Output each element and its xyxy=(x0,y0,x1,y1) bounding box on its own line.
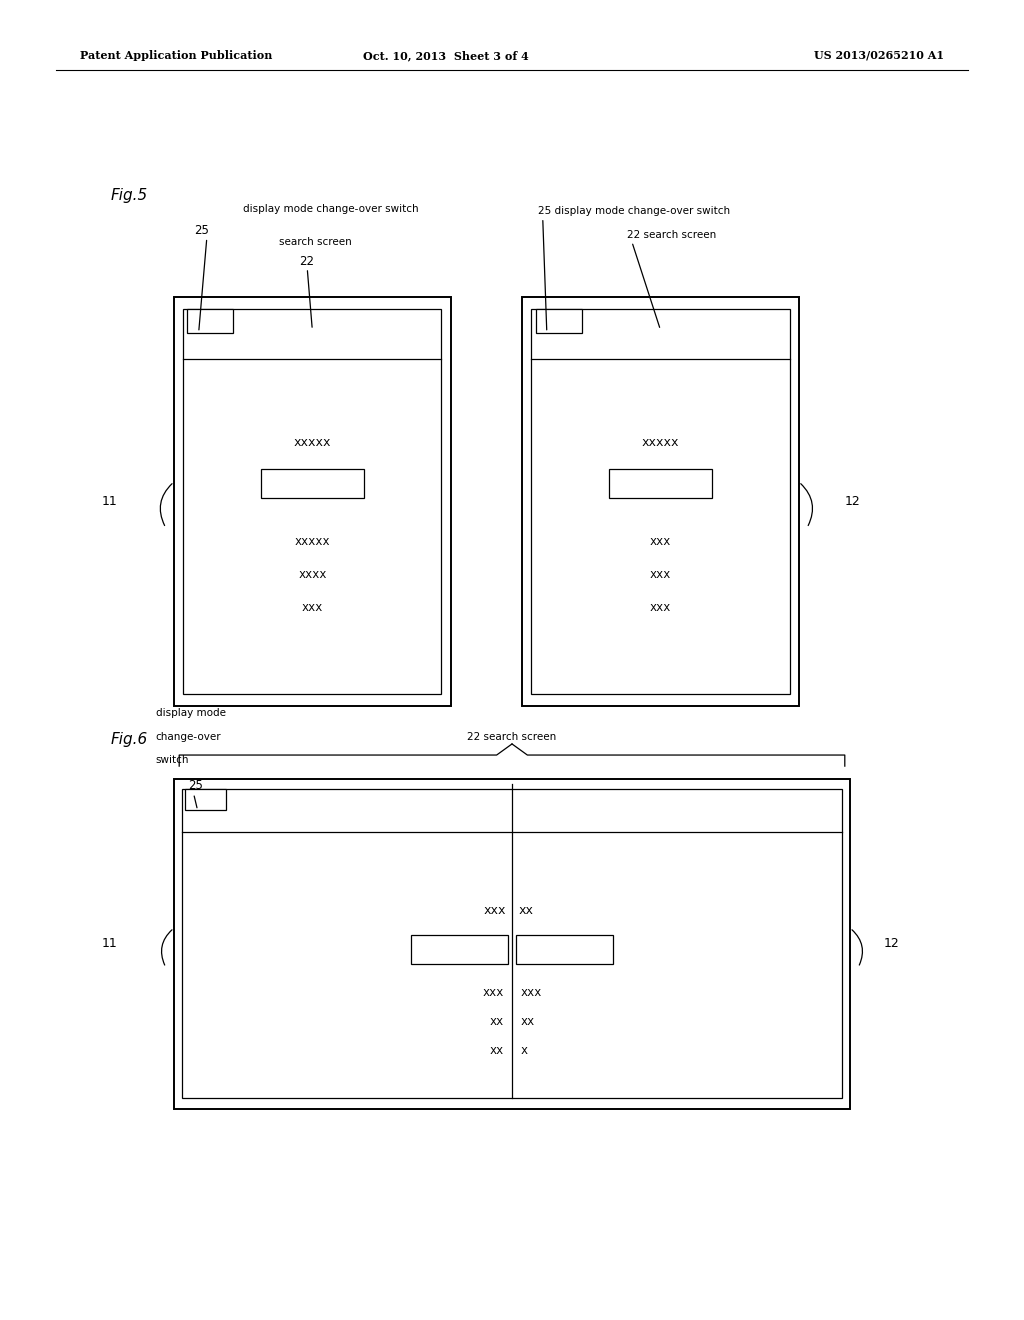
Text: x: x xyxy=(520,1044,527,1057)
Text: Oct. 10, 2013  Sheet 3 of 4: Oct. 10, 2013 Sheet 3 of 4 xyxy=(362,50,528,61)
Bar xyxy=(516,935,613,964)
Text: change-over: change-over xyxy=(156,731,221,742)
Bar xyxy=(522,297,799,706)
Bar xyxy=(187,309,233,333)
Bar xyxy=(531,309,790,694)
Text: xxxxx: xxxxx xyxy=(642,436,679,449)
Text: xx: xx xyxy=(520,1015,535,1028)
Text: US 2013/0265210 A1: US 2013/0265210 A1 xyxy=(814,50,944,61)
Text: xxx: xxx xyxy=(650,568,671,581)
Text: xxx: xxx xyxy=(483,904,506,917)
Text: display mode change-over switch: display mode change-over switch xyxy=(243,203,419,214)
Text: 25 display mode change-over switch: 25 display mode change-over switch xyxy=(538,206,730,216)
Text: xxxxx: xxxxx xyxy=(295,535,330,548)
Text: Fig.5: Fig.5 xyxy=(111,187,147,203)
Text: search screen: search screen xyxy=(279,236,351,247)
Text: 25: 25 xyxy=(188,779,204,792)
Text: 12: 12 xyxy=(845,495,860,508)
Bar xyxy=(183,309,441,694)
Bar xyxy=(174,297,451,706)
Text: xx: xx xyxy=(489,1044,504,1057)
Bar xyxy=(182,789,842,1098)
Text: 22: 22 xyxy=(299,255,314,268)
Bar xyxy=(411,935,508,964)
Text: Fig.6: Fig.6 xyxy=(111,731,147,747)
Text: 22 search screen: 22 search screen xyxy=(627,230,716,240)
Bar xyxy=(261,469,364,498)
Text: xx: xx xyxy=(518,904,534,917)
Bar xyxy=(185,789,226,810)
Text: 11: 11 xyxy=(102,937,118,950)
Text: xxx: xxx xyxy=(650,601,671,614)
Bar xyxy=(536,309,582,333)
Text: display mode: display mode xyxy=(156,708,225,718)
Text: xx: xx xyxy=(489,1015,504,1028)
Text: 11: 11 xyxy=(102,495,118,508)
Text: 25: 25 xyxy=(195,224,210,238)
Text: xxx: xxx xyxy=(520,986,542,999)
Text: Patent Application Publication: Patent Application Publication xyxy=(80,50,272,61)
Text: xxxxx: xxxxx xyxy=(294,436,331,449)
Bar xyxy=(174,779,850,1109)
Text: 12: 12 xyxy=(884,937,899,950)
Text: xxx: xxx xyxy=(650,535,671,548)
Text: xxxx: xxxx xyxy=(298,568,327,581)
Text: xxx: xxx xyxy=(482,986,504,999)
Text: 22 search screen: 22 search screen xyxy=(467,731,557,742)
Bar xyxy=(609,469,712,498)
Text: xxx: xxx xyxy=(302,601,323,614)
Text: switch: switch xyxy=(156,755,189,766)
